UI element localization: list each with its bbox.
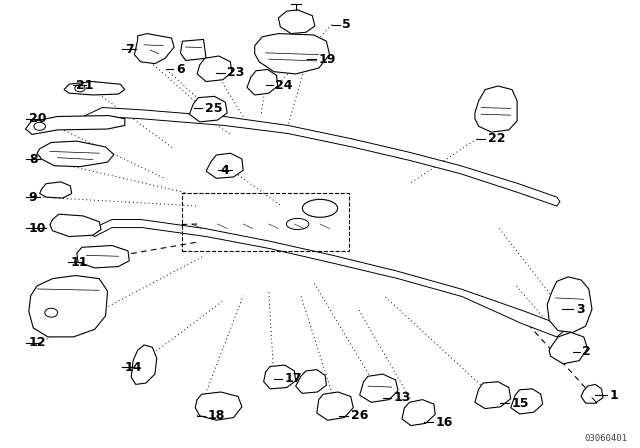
Text: 4: 4: [221, 164, 230, 177]
Ellipse shape: [302, 199, 338, 217]
Polygon shape: [80, 108, 560, 206]
Text: 22: 22: [488, 132, 505, 146]
Text: 17: 17: [285, 372, 302, 385]
Polygon shape: [64, 82, 125, 95]
Text: 19: 19: [319, 52, 336, 66]
Polygon shape: [131, 345, 157, 384]
Polygon shape: [50, 214, 101, 237]
Text: 3: 3: [576, 302, 584, 316]
Text: 20: 20: [29, 112, 46, 125]
Text: 15: 15: [512, 396, 529, 410]
Text: 14: 14: [125, 361, 142, 374]
Polygon shape: [197, 56, 232, 82]
Text: 8: 8: [29, 152, 37, 166]
Text: 12: 12: [29, 336, 46, 349]
Polygon shape: [195, 392, 242, 420]
Polygon shape: [511, 389, 543, 414]
Text: 10: 10: [29, 222, 46, 235]
Polygon shape: [206, 153, 243, 178]
Polygon shape: [77, 246, 129, 268]
Ellipse shape: [287, 218, 309, 229]
Polygon shape: [475, 382, 511, 409]
Polygon shape: [88, 220, 563, 337]
Polygon shape: [402, 400, 435, 426]
Polygon shape: [40, 182, 72, 198]
Circle shape: [45, 308, 58, 317]
Polygon shape: [189, 96, 227, 122]
Text: 24: 24: [275, 78, 292, 92]
Text: 25: 25: [205, 102, 222, 115]
Text: 21: 21: [76, 78, 93, 92]
Text: 18: 18: [208, 409, 225, 422]
Text: 11: 11: [70, 255, 88, 269]
Text: 2: 2: [582, 345, 591, 358]
Polygon shape: [264, 365, 296, 389]
Circle shape: [75, 85, 85, 92]
Text: 9: 9: [29, 190, 37, 204]
Circle shape: [34, 122, 45, 130]
Text: 03060401: 03060401: [584, 434, 627, 443]
Polygon shape: [360, 374, 398, 402]
Text: 6: 6: [176, 63, 184, 76]
Polygon shape: [549, 332, 588, 364]
Polygon shape: [29, 276, 108, 337]
Polygon shape: [547, 277, 592, 332]
Polygon shape: [317, 392, 353, 420]
Polygon shape: [255, 34, 330, 74]
Text: 5: 5: [342, 18, 351, 31]
Text: 26: 26: [351, 409, 368, 422]
Polygon shape: [296, 370, 326, 393]
Polygon shape: [26, 116, 125, 134]
Text: 13: 13: [394, 391, 411, 405]
Polygon shape: [134, 34, 174, 64]
Polygon shape: [247, 69, 278, 95]
Polygon shape: [581, 384, 603, 403]
Text: 7: 7: [125, 43, 134, 56]
Polygon shape: [180, 39, 206, 60]
Polygon shape: [37, 141, 114, 167]
Text: 23: 23: [227, 66, 244, 79]
Polygon shape: [475, 86, 517, 132]
Text: 1: 1: [609, 388, 618, 402]
Polygon shape: [278, 10, 315, 34]
Text: 16: 16: [435, 415, 452, 429]
